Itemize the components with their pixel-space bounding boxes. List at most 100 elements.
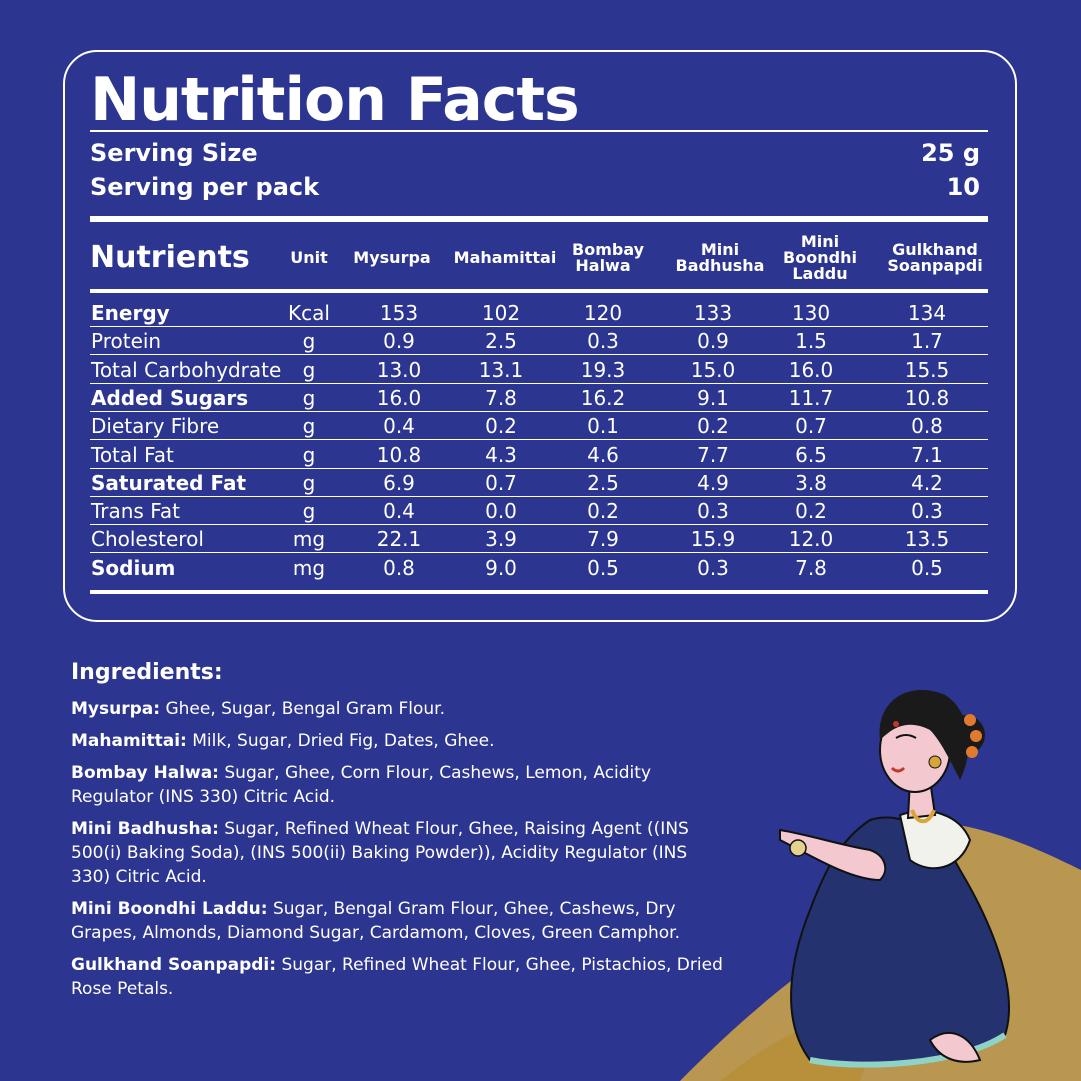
nutrient-value: 4.9 [697,470,729,495]
nutrient-value: 9.1 [697,385,729,410]
ingredient-text: Sugar, Ghee, Corn Flour, Cashews, Lemon,… [71,763,652,807]
nutrient-unit: Kcal [288,301,330,325]
nutrient-name: Dietary Fibre [91,414,220,439]
ingredient-item: Mini Badhusha: Sugar, Refined Wheat Flou… [71,817,731,889]
column-header: Gulkhand Soanpapdi [887,240,983,275]
nutrient-value: 0.8 [911,414,943,439]
serving-size-row: Serving Size 25 g [90,138,980,168]
nutrient-value: 19.3 [580,357,626,382]
row-divider [90,495,988,497]
nutrient-value: 13.0 [376,357,422,382]
row-divider [90,524,988,526]
nutrient-value: 130 [791,301,831,325]
column-header: Mahamittai [453,248,557,267]
saree-body [790,816,1010,1066]
ingredient-item: Mini Boondhi Laddu: Sugar, Bengal Gram F… [71,897,731,945]
nutrient-name: Energy [91,301,170,325]
nutrient-value: 0.8 [383,555,415,580]
nutrient-name: Cholesterol [91,527,204,552]
bindi [893,721,899,727]
nutrient-value: 0.2 [697,414,729,439]
row-divider [90,354,988,356]
earring [928,755,942,769]
serving-size-label: Serving Size [90,139,258,167]
ingredient-text: Sugar, Refined Wheat Flour, Ghee, Raisin… [71,819,689,887]
nutrient-value: 7.9 [587,527,619,552]
nutrient-unit: g [302,499,316,524]
nutrient-value: 0.3 [911,499,943,524]
nutrient-value: 15.0 [690,357,736,382]
table-row: Energy Kcal 153 102 120 133 130 134 [90,299,988,327]
nutrient-name: Trans Fat [91,499,180,524]
table-row: Dietary Fibre g 0.4 0.2 0.1 0.2 0.7 0.8 [90,412,988,441]
ingredient-product-name: Bombay Halwa: [71,763,219,783]
nutrient-name: Protein [91,329,162,354]
nutrient-unit: mg [292,555,326,580]
table-row: Added Sugars g 16.0 7.8 16.2 9.1 11.7 10.8 [90,384,988,412]
column-header: Mysurpa [353,248,431,267]
hair-bun [945,715,985,755]
nutrient-value: 0.5 [911,555,943,580]
nutrient-value: 3.9 [485,527,517,552]
row-divider [90,552,988,554]
nutrient-value: 2.5 [587,470,619,495]
nutrient-value: 16.2 [580,385,626,410]
nutrient-value: 7.1 [911,442,943,467]
nutrient-value: 3.8 [795,470,827,495]
nutrient-name: Total Carbohydrate [91,357,282,382]
nutrient-value: 7.7 [697,442,729,467]
ingredient-text: Milk, Sugar, Dried Fig, Dates, Ghee. [186,731,495,751]
nutrient-value: 16.0 [788,357,834,382]
ingredient-product-name: Mahamittai: [71,731,187,751]
arms [779,828,887,882]
column-header: Mini Badhusha [675,240,765,275]
nutrient-name: Saturated Fat [91,470,247,495]
nutrient-value: 13.5 [904,527,950,552]
ingredient-text: Ghee, Sugar, Bengal Gram Flour. [160,699,445,719]
hair [879,690,969,780]
table-row: Cholesterol mg 22.1 3.9 7.9 15.9 12.0 13.5 [90,525,988,554]
nutrient-value: 0.3 [697,499,729,524]
ingredient-product-name: Mini Boondhi Laddu: [71,899,268,919]
ingredient-product-name: Mysurpa: [71,699,161,719]
nutrient-unit: g [302,385,316,410]
ingredient-item: Bombay Halwa: Sugar, Ghee, Corn Flour, C… [71,761,731,809]
nutrient-value: 9.0 [485,555,517,580]
table-bottom-divider [90,590,988,594]
nutrient-value: 0.0 [485,499,517,524]
unit-header: Unit [290,248,328,267]
nutrient-value: 133 [693,301,733,325]
row-divider [90,467,988,469]
flower-2 [970,730,982,742]
header-divider [90,289,988,293]
ingredient-item: Mysurpa: Ghee, Sugar, Bengal Gram Flour. [71,697,731,721]
nutrient-unit: g [302,470,316,495]
nutrient-unit: g [302,357,316,382]
nutrient-value: 10.8 [376,442,422,467]
nutrient-value: 0.3 [697,555,729,580]
serving-size-value: 25 g [921,139,980,167]
page-title: Nutrition Facts [90,65,580,135]
nutrient-value: 2.5 [485,329,517,354]
nutrient-value: 13.1 [478,357,524,382]
ingredient-item: Mahamittai: Milk, Sugar, Dried Fig, Date… [71,729,731,753]
thick-divider [90,216,988,222]
row-divider [90,382,988,384]
nutrient-value: 6.5 [795,442,827,467]
necklace [910,809,936,824]
foot [928,1031,982,1063]
nutrient-name: Added Sugars [91,385,249,410]
table-row: Total Fat g 10.8 4.3 4.6 7.7 6.5 7.1 [90,441,988,469]
nutrient-value: 0.9 [383,329,415,354]
nutrient-name: Total Fat [91,442,174,467]
ingredient-product-name: Mini Badhusha: [71,819,219,839]
nutrient-value: 7.8 [485,385,517,410]
table-row: Trans Fat g 0.4 0.0 0.2 0.3 0.2 0.3 [90,497,988,526]
nutrient-value: 11.7 [788,385,834,410]
nutrient-value: 0.1 [587,414,619,439]
nutrient-value: 1.5 [795,329,827,354]
nutrient-value: 6.9 [383,470,415,495]
column-header: Mini Boondhi Laddu [783,232,857,283]
ingredient-text: Sugar, Bengal Gram Flour, Ghee, Cashews,… [71,899,680,943]
flower-3 [966,746,978,758]
